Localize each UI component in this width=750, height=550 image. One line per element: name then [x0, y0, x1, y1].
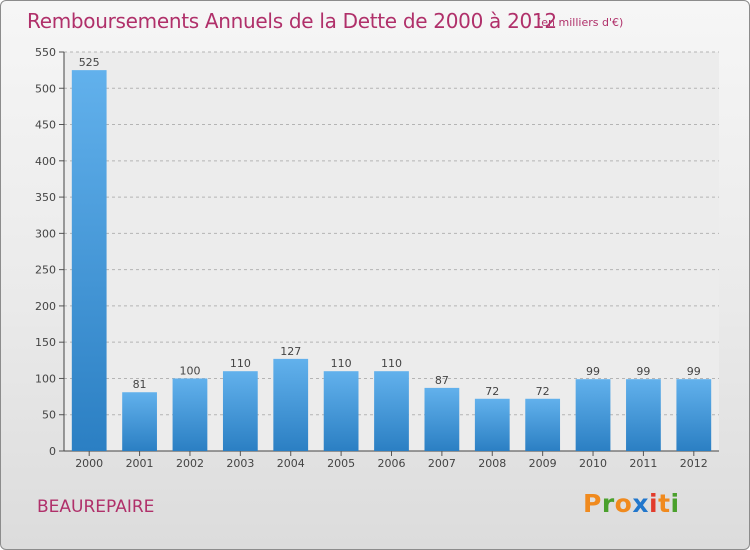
logo-letter: i — [670, 489, 680, 518]
x-tick-label: 2001 — [126, 457, 154, 470]
x-tick-label: 2006 — [378, 457, 406, 470]
y-tick-label: 250 — [35, 264, 56, 277]
x-tick-label: 2003 — [226, 457, 254, 470]
bar-2011 — [626, 379, 661, 451]
bar-2004 — [273, 358, 309, 451]
x-tick-label: 2010 — [579, 457, 607, 470]
bar-2000 — [71, 70, 107, 452]
proxiti-logo: Proxiti — [583, 489, 680, 518]
x-tick-label: 2004 — [277, 457, 305, 470]
x-tick-label: 2009 — [529, 457, 557, 470]
y-tick-label: 150 — [35, 336, 56, 349]
bar-value-label: 99 — [586, 365, 600, 378]
bar-value-label: 525 — [79, 56, 100, 69]
bar-2008 — [474, 398, 510, 451]
bar-value-label: 81 — [133, 378, 147, 391]
bar-2003 — [222, 371, 258, 451]
y-tick-label: 50 — [42, 409, 56, 422]
city-name: BEAUREPAIRE — [37, 497, 155, 517]
bar-value-label: 127 — [280, 345, 301, 358]
chart-title: Remboursements Annuels de la Dette de 20… — [27, 9, 557, 33]
bar-2007 — [424, 387, 460, 451]
x-tick-label: 2005 — [327, 457, 355, 470]
y-tick-label: 100 — [35, 372, 56, 385]
bar-value-label: 99 — [636, 365, 650, 378]
logo-letter: o — [614, 489, 633, 518]
bar-value-label: 100 — [179, 364, 200, 377]
x-tick-label: 2012 — [680, 457, 708, 470]
bar-value-label: 72 — [536, 385, 550, 398]
x-tick-label: 2000 — [75, 457, 103, 470]
bar-2012 — [676, 379, 712, 451]
bar-2010 — [575, 379, 611, 451]
chart-subtitle: (en milliers d'€) — [537, 16, 624, 29]
y-tick-label: 200 — [35, 300, 56, 313]
y-tick-label: 500 — [35, 82, 56, 95]
bar-value-label: 110 — [381, 357, 402, 370]
logo-letter: x — [632, 489, 649, 518]
bar-value-label: 110 — [331, 357, 352, 370]
logo-letter: t — [658, 489, 671, 518]
bar-2006 — [374, 371, 409, 451]
bar-2001 — [122, 392, 157, 451]
logo-letter: r — [601, 489, 615, 518]
y-tick-label: 450 — [35, 119, 56, 132]
y-tick-label: 400 — [35, 155, 56, 168]
bar-2009 — [525, 398, 561, 451]
bar-2005 — [323, 371, 359, 451]
y-tick-label: 350 — [35, 191, 56, 204]
bar-value-label: 87 — [435, 374, 449, 387]
bar-value-label: 99 — [687, 365, 701, 378]
x-tick-label: 2008 — [478, 457, 506, 470]
y-tick-label: 300 — [35, 227, 56, 240]
x-tick-label: 2002 — [176, 457, 204, 470]
x-tick-label: 2007 — [428, 457, 456, 470]
bar-value-label: 72 — [485, 385, 499, 398]
logo-letter: P — [583, 489, 602, 518]
bar-value-label: 110 — [230, 357, 251, 370]
bar-2002 — [172, 378, 208, 451]
y-tick-label: 0 — [49, 445, 56, 458]
logo-letter: i — [649, 489, 659, 518]
y-tick-label: 550 — [35, 46, 56, 59]
x-tick-label: 2011 — [629, 457, 657, 470]
